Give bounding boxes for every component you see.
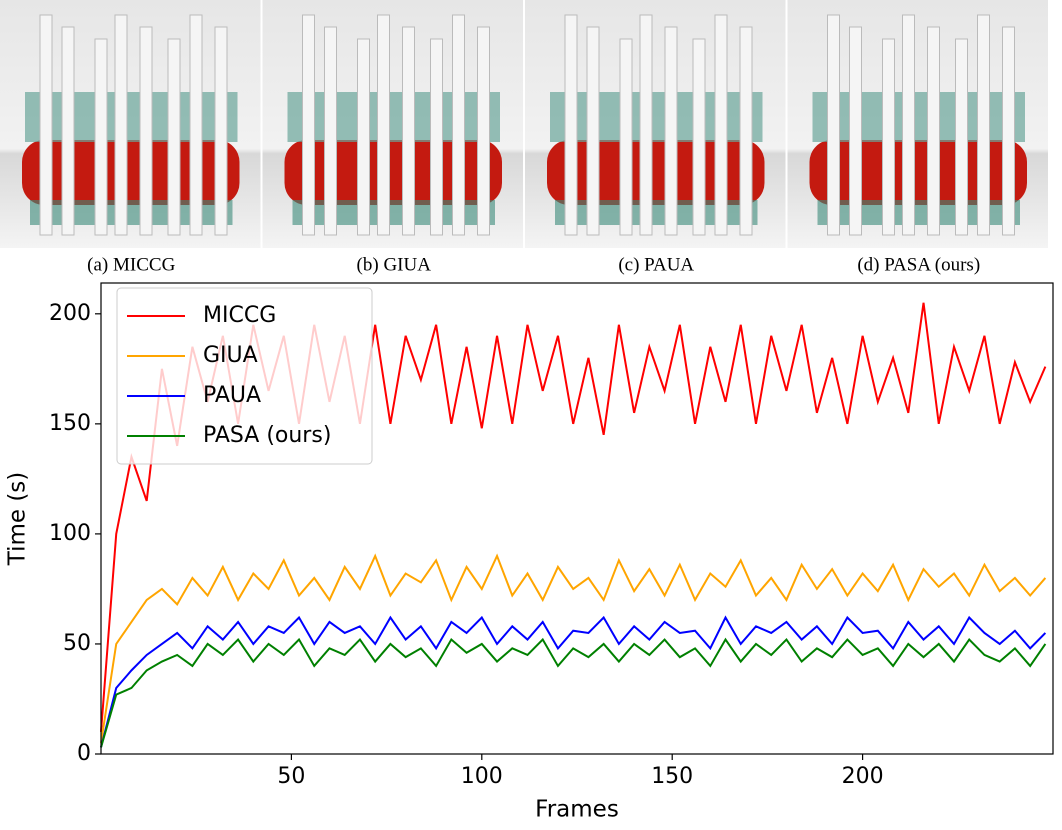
fiber-band <box>284 140 502 205</box>
glass-plate <box>94 38 108 236</box>
glass-plate <box>61 26 75 236</box>
legend-label: MICCG <box>203 303 276 328</box>
glass-plate <box>827 14 840 236</box>
legend-box <box>116 287 373 465</box>
y-tick-label: 100 <box>49 521 91 546</box>
fiber-band <box>22 140 240 205</box>
fiber-band <box>809 140 1027 205</box>
legend: MICCG GIUA PAUA PASA (ours) <box>116 287 373 465</box>
x-tick-label: 100 <box>461 764 503 789</box>
fiber-top <box>812 92 1025 142</box>
panel-caption: (d) PASA (ours) <box>857 254 980 275</box>
y-axis-label: Time (s) <box>5 472 31 567</box>
glass-plate <box>324 26 337 236</box>
series-line <box>100 637 1047 748</box>
x-tick-label: 50 <box>277 764 305 789</box>
glass-plate <box>357 38 370 236</box>
plot-frame <box>100 282 1054 755</box>
glass-plate <box>927 26 940 236</box>
glass-plate <box>139 26 153 236</box>
glass-plate <box>167 38 181 236</box>
fiber-band <box>547 140 765 205</box>
fiber-top <box>287 92 500 142</box>
y-tick-label: 150 <box>49 411 91 436</box>
glass-plate <box>430 38 443 236</box>
glass-plate <box>714 14 728 236</box>
glass-plate <box>402 26 415 236</box>
render-image <box>787 0 1048 248</box>
x-tick-label: 150 <box>651 764 693 789</box>
glass-plate <box>692 38 706 236</box>
glass-plate <box>739 26 753 236</box>
glass-plate <box>849 26 862 236</box>
glass-plate <box>377 14 390 236</box>
glass-plate <box>664 26 678 236</box>
panel-caption: (a) MICCG <box>87 254 175 275</box>
glass-plate <box>452 14 465 236</box>
panel-caption: (c) PAUA <box>618 254 694 275</box>
glass-plate <box>586 26 600 236</box>
glass-plate <box>189 14 203 236</box>
render-panels: (a) MICCG (b) GIUA (c) PAUA (d) PASA (ours) <box>0 0 1048 275</box>
render-image <box>0 0 261 248</box>
y-tick-label: 50 <box>63 631 91 656</box>
render-image <box>525 0 786 248</box>
glass-plate <box>39 14 53 236</box>
series-line <box>100 553 1047 744</box>
glass-plate <box>477 26 490 236</box>
glass-plate <box>955 38 968 236</box>
legend-label: PASA (ours) <box>203 423 331 448</box>
glass-plate <box>1002 26 1015 236</box>
glass-plate <box>564 14 578 236</box>
glass-plate <box>882 38 895 236</box>
glass-plate <box>302 14 315 236</box>
panel-caption: (b) GIUA <box>357 254 432 275</box>
render-image <box>262 0 523 248</box>
y-tick-label: 0 <box>77 741 91 766</box>
glass-plate <box>619 38 633 236</box>
glass-plate <box>902 14 915 236</box>
glass-plate <box>114 14 128 236</box>
series-line <box>100 615 1047 748</box>
legend-label: PAUA <box>203 383 261 408</box>
glass-plate <box>214 26 228 236</box>
y-tick-label: 200 <box>49 301 91 326</box>
x-axis-label: Frames <box>535 797 619 823</box>
x-tick-label: 200 <box>842 764 884 789</box>
glass-plate <box>977 14 990 236</box>
fiber-top <box>550 92 763 142</box>
legend-label: GIUA <box>203 343 258 368</box>
glass-plate <box>639 14 653 236</box>
plot: 0 50 100 150 200 50 100 150 200 Frames Time (s) MIC… <box>5 282 1054 823</box>
fiber-top <box>25 92 238 142</box>
